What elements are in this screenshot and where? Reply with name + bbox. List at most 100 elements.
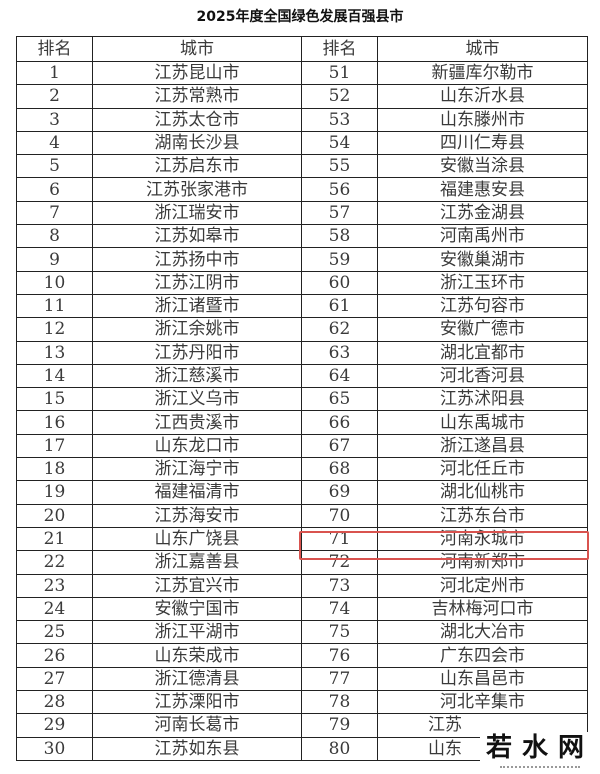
cell-city-left: 山东龙口市	[92, 433, 302, 459]
header-rank-right: 排名	[301, 36, 378, 62]
cell-city-left: 江苏丹阳市	[92, 340, 302, 365]
cell-city-right: 吉林梅河口市	[377, 596, 588, 622]
cell-city-right: 新疆库尔勒市	[377, 60, 588, 86]
cell-rank-right: 59	[301, 247, 378, 272]
highlight-box-rank-71	[299, 531, 589, 560]
table-row: 22 浙江嘉善县 72 河南新郑市	[16, 550, 588, 575]
header-rank-left: 排名	[16, 36, 93, 62]
cell-rank-right: 53	[301, 107, 378, 132]
cell-rank-left: 22	[16, 550, 93, 575]
cell-rank-right: 58	[301, 224, 378, 249]
cell-rank-right: 67	[301, 433, 378, 459]
cell-rank-right: 73	[301, 573, 378, 598]
cell-city-left: 山东荣成市	[92, 643, 302, 668]
table-row: 10 江苏江阴市 60 浙江玉环市	[16, 270, 588, 295]
cell-rank-left: 17	[16, 433, 93, 459]
cell-rank-right: 76	[301, 643, 378, 668]
cell-rank-left: 6	[16, 177, 93, 202]
cell-city-left: 江苏溧阳市	[92, 690, 302, 715]
cell-city-left: 湖南长沙县	[92, 130, 302, 156]
cell-city-right: 浙江遂昌县	[377, 433, 588, 459]
cell-city-right: 河北辛集市	[377, 690, 588, 715]
cell-city-left: 河南长葛市	[92, 713, 302, 738]
table-row: 28 江苏溧阳市 78 河北辛集市	[16, 690, 588, 715]
cell-rank-left: 30	[16, 736, 93, 761]
cell-rank-left: 2	[16, 84, 93, 109]
cell-rank-right: 77	[301, 666, 378, 692]
cell-rank-right: 70	[301, 503, 378, 528]
cell-city-left: 浙江瑞安市	[92, 200, 302, 226]
table-header-row: 排名 城市 排名 城市	[16, 36, 588, 62]
table-row: 25 浙江平湖市 75 湖北大冶市	[16, 620, 588, 645]
cell-city-right: 四川仁寿县	[377, 130, 588, 156]
table-row: 20 江苏海安市 70 江苏东台市	[16, 503, 588, 528]
cell-rank-right: 66	[301, 410, 378, 435]
table-row: 24 安徽宁国市 74 吉林梅河口市	[16, 596, 588, 622]
cell-rank-right: 60	[301, 270, 378, 295]
cell-city-left: 江苏张家港市	[92, 177, 302, 202]
table-row: 15 浙江义乌市 65 江苏沭阳县	[16, 387, 588, 412]
cell-city-right: 河北香河县	[377, 363, 588, 389]
watermark-logo: 若水网	[480, 732, 600, 774]
cell-rank-left: 3	[16, 107, 93, 132]
table-row: 18 浙江海宁市 68 河北任丘市	[16, 457, 588, 482]
cell-rank-right: 69	[301, 480, 378, 505]
table-row: 23 江苏宜兴市 73 河北定州市	[16, 573, 588, 598]
cell-rank-right: 51	[301, 60, 378, 86]
table-row: 19 福建福清市 69 湖北仙桃市	[16, 480, 588, 505]
table-row: 12 浙江余姚市 62 安徽广德市	[16, 317, 588, 342]
cell-rank-right: 56	[301, 177, 378, 202]
cell-city-right: 浙江玉环市	[377, 270, 588, 295]
cell-city-left: 江苏常熟市	[92, 84, 302, 109]
cell-city-left: 浙江义乌市	[92, 387, 302, 412]
cell-rank-right: 63	[301, 340, 378, 365]
cell-rank-left: 18	[16, 457, 93, 482]
table-row: 14 浙江慈溪市 64 河北香河县	[16, 363, 588, 389]
table-row: 16 江西贵溪市 66 山东禹城市	[16, 410, 588, 435]
watermark-text: 若水网	[485, 733, 594, 763]
cell-city-right: 江苏沭阳县	[377, 387, 588, 412]
table-row: 6 江苏张家港市 56 福建惠安县	[16, 177, 588, 202]
cell-city-right: 安徽巢湖市	[377, 247, 588, 272]
cell-city-right: 山东昌邑市	[377, 666, 588, 692]
cell-rank-left: 28	[16, 690, 93, 715]
cell-rank-right: 55	[301, 154, 378, 179]
table-row: 17 山东龙口市 67 浙江遂昌县	[16, 433, 588, 459]
table-row: 5 江苏启东市 55 安徽当涂县	[16, 154, 588, 179]
cell-city-left: 福建福清市	[92, 480, 302, 505]
cell-city-right: 广东四会市	[377, 643, 588, 668]
table-row: 8 江苏如皋市 58 河南禹州市	[16, 224, 588, 249]
cell-rank-left: 9	[16, 247, 93, 272]
cell-city-left: 浙江嘉善县	[92, 550, 302, 575]
cell-city-left: 江苏江阴市	[92, 270, 302, 295]
cell-city-left: 浙江慈溪市	[92, 363, 302, 389]
cell-rank-right: 79	[301, 713, 378, 738]
cell-rank-left: 10	[16, 270, 93, 295]
cell-city-right: 河南永城市	[377, 526, 588, 552]
cell-rank-left: 29	[16, 713, 93, 738]
cell-rank-right: 61	[301, 293, 378, 319]
cell-city-left: 江苏如皋市	[92, 224, 302, 249]
cell-rank-left: 1	[16, 60, 93, 86]
cell-rank-left: 16	[16, 410, 93, 435]
cell-city-right: 河北定州市	[377, 573, 588, 598]
cell-rank-left: 24	[16, 596, 93, 622]
cell-rank-right: 74	[301, 596, 378, 622]
cell-rank-left: 23	[16, 573, 93, 598]
cell-rank-left: 4	[16, 130, 93, 156]
cell-city-left: 安徽宁国市	[92, 596, 302, 622]
cell-rank-right: 75	[301, 620, 378, 645]
cell-rank-left: 11	[16, 293, 93, 319]
cell-city-left: 江苏太仓市	[92, 107, 302, 132]
cell-rank-left: 25	[16, 620, 93, 645]
watermark-subline	[500, 766, 580, 768]
page-title: 2025年度全国绿色发展百强县市	[196, 9, 404, 25]
table-row: 13 江苏丹阳市 63 湖北宜都市	[16, 340, 588, 365]
cell-city-left: 浙江余姚市	[92, 317, 302, 342]
cell-city-right: 河北任丘市	[377, 457, 588, 482]
cell-rank-right: 54	[301, 130, 378, 156]
cell-rank-left: 15	[16, 387, 93, 412]
cell-rank-left: 5	[16, 154, 93, 179]
cell-rank-right: 64	[301, 363, 378, 389]
table-row: 11 浙江诸暨市 61 江苏句容市	[16, 293, 588, 319]
